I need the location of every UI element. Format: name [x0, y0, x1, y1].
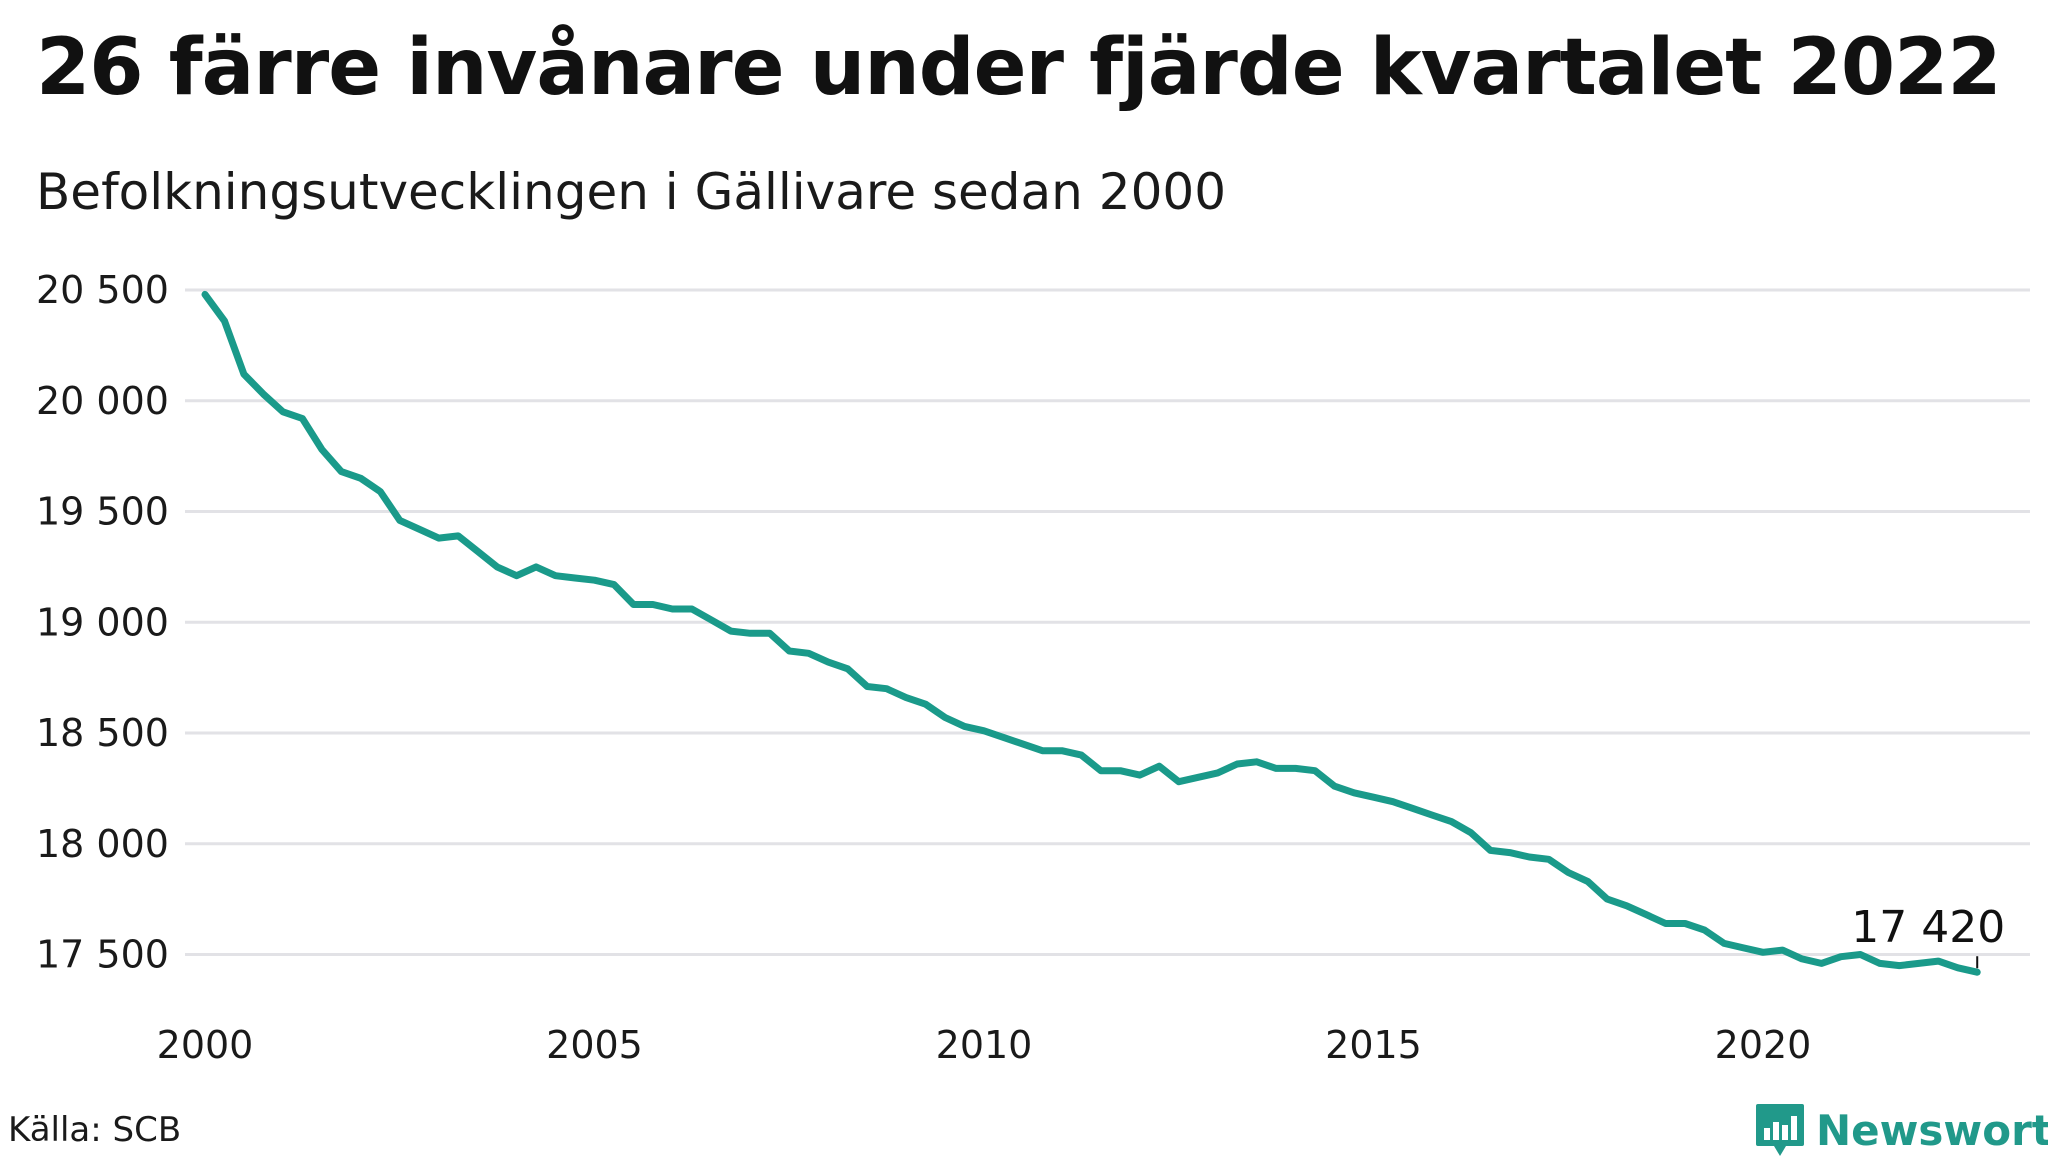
y-tick-label: 19 000	[36, 600, 169, 644]
population-line	[201, 290, 1981, 976]
x-axis-tick-labels: 2000 2005 2010 2015 2020	[157, 1023, 1812, 1067]
series-layer	[201, 290, 1981, 976]
brand-logo: Newsworthy	[1754, 1100, 2048, 1160]
x-tick-label: 2005	[546, 1023, 643, 1067]
chart-subtitle: Befolkningsutvecklingen i Gällivare seda…	[36, 163, 1227, 221]
y-tick-label: 19 500	[36, 490, 169, 534]
x-tick-label: 2000	[157, 1023, 254, 1067]
chart-title: 26 färre invånare under fjärde kvartalet…	[36, 23, 2002, 113]
annotation-layer: 17 420	[1851, 902, 2005, 969]
y-tick-label: 20 500	[36, 268, 169, 312]
brand-name: Newsworthy	[1816, 1105, 2048, 1155]
line-chart: 17 500 18 000 18 500 19 000 19 500 20 000 20 5…	[36, 268, 2030, 1067]
y-axis-tick-labels: 17 500 18 000 18 500 19 000 19 500 20 000 20 5…	[36, 268, 169, 977]
bar-chart-icon	[1756, 1104, 1804, 1156]
end-value-label: 17 420	[1851, 902, 2005, 953]
x-tick-label: 2010	[936, 1023, 1033, 1067]
y-tick-label: 18 000	[36, 822, 169, 866]
y-tick-label: 17 500	[36, 933, 169, 977]
x-tick-label: 2020	[1715, 1023, 1812, 1067]
y-tick-label: 18 500	[36, 711, 169, 755]
x-tick-label: 2015	[1325, 1023, 1422, 1067]
y-tick-label: 20 000	[36, 379, 169, 423]
gridlines	[185, 288, 2030, 956]
source-note: Källa: SCB	[8, 1110, 182, 1150]
